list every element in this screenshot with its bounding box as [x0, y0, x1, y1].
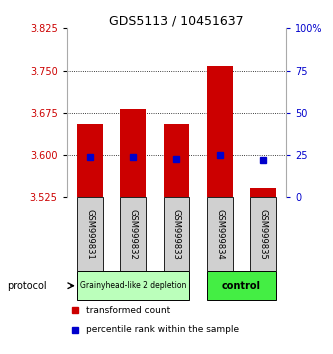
- Bar: [164, 124, 189, 197]
- Bar: [207, 66, 232, 197]
- FancyBboxPatch shape: [250, 197, 276, 271]
- Bar: [250, 188, 276, 197]
- Text: Grainyhead-like 2 depletion: Grainyhead-like 2 depletion: [80, 281, 186, 290]
- FancyBboxPatch shape: [207, 271, 276, 300]
- FancyBboxPatch shape: [77, 197, 103, 271]
- Text: GSM999832: GSM999832: [129, 209, 138, 259]
- FancyBboxPatch shape: [121, 197, 146, 271]
- FancyBboxPatch shape: [77, 271, 189, 300]
- Text: percentile rank within the sample: percentile rank within the sample: [86, 325, 239, 335]
- Text: GSM999835: GSM999835: [258, 209, 267, 259]
- Text: GSM999831: GSM999831: [86, 209, 95, 259]
- Bar: [77, 124, 103, 197]
- Text: GSM999834: GSM999834: [215, 209, 224, 259]
- Text: protocol: protocol: [7, 281, 46, 291]
- Title: GDS5113 / 10451637: GDS5113 / 10451637: [109, 14, 244, 27]
- Bar: [121, 109, 146, 197]
- Text: transformed count: transformed count: [86, 306, 170, 315]
- FancyBboxPatch shape: [164, 197, 189, 271]
- Text: GSM999833: GSM999833: [172, 209, 181, 260]
- FancyBboxPatch shape: [207, 197, 232, 271]
- Text: control: control: [222, 281, 261, 291]
